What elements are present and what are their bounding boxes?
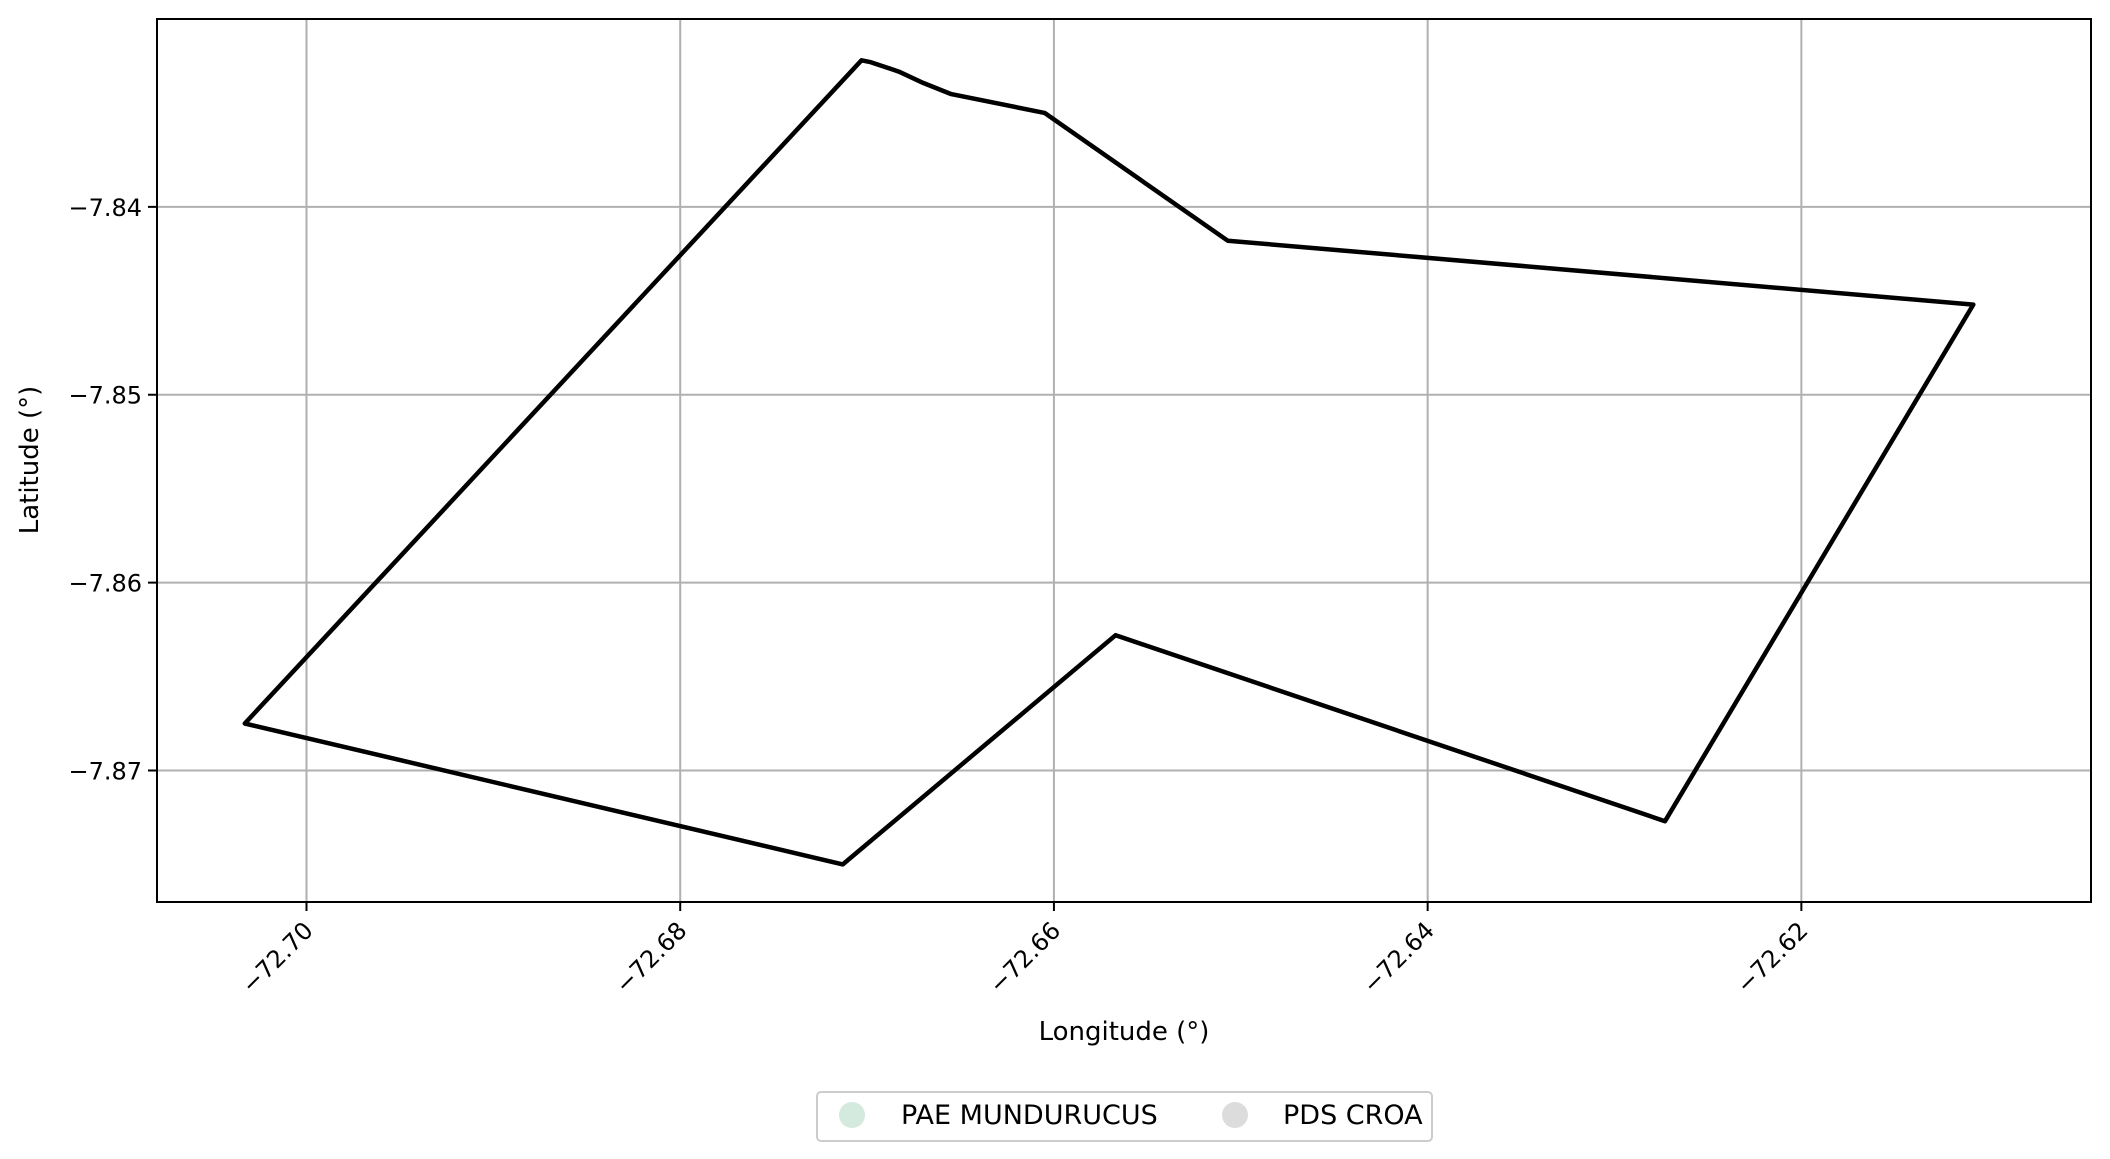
y-tick-label: −7.85 — [68, 382, 142, 410]
x-tick-label: −72.64 — [1357, 916, 1440, 999]
x-tick-label: −72.66 — [984, 916, 1067, 999]
x-axis-label: Longitude (°) — [1039, 1017, 1210, 1047]
legend-label-pds-croa: PDS CROA — [1283, 1100, 1423, 1131]
data-layer — [242, 58, 1976, 867]
x-tick-label: −72.62 — [1731, 916, 1814, 999]
grid-lines — [157, 19, 2091, 902]
legend-label-pae-mundurucus: PAE MUNDURUCUS — [901, 1100, 1158, 1131]
legend-marker-pae-mundurucus — [839, 1102, 865, 1128]
x-tick-label: −72.68 — [610, 916, 693, 999]
y-tick-label: −7.84 — [68, 194, 142, 222]
legend-marker-pds-croa — [1222, 1102, 1248, 1128]
y-axis-label: Latitude (°) — [15, 386, 45, 535]
legend: PAE MUNDURUCUS PDS CROA — [816, 1091, 1433, 1142]
legend-frame — [816, 1091, 1433, 1142]
plot-frame — [156, 18, 2092, 903]
y-tick-label: −7.86 — [68, 570, 142, 598]
y-tick-label: −7.87 — [68, 757, 142, 785]
x-tick-label: −72.70 — [236, 916, 319, 999]
axis-ticks: −72.70 −72.68 −72.66 −72.64 −72.62 −7.84 −7.85… — [68, 194, 1813, 999]
boundary-polygon — [242, 58, 1976, 867]
